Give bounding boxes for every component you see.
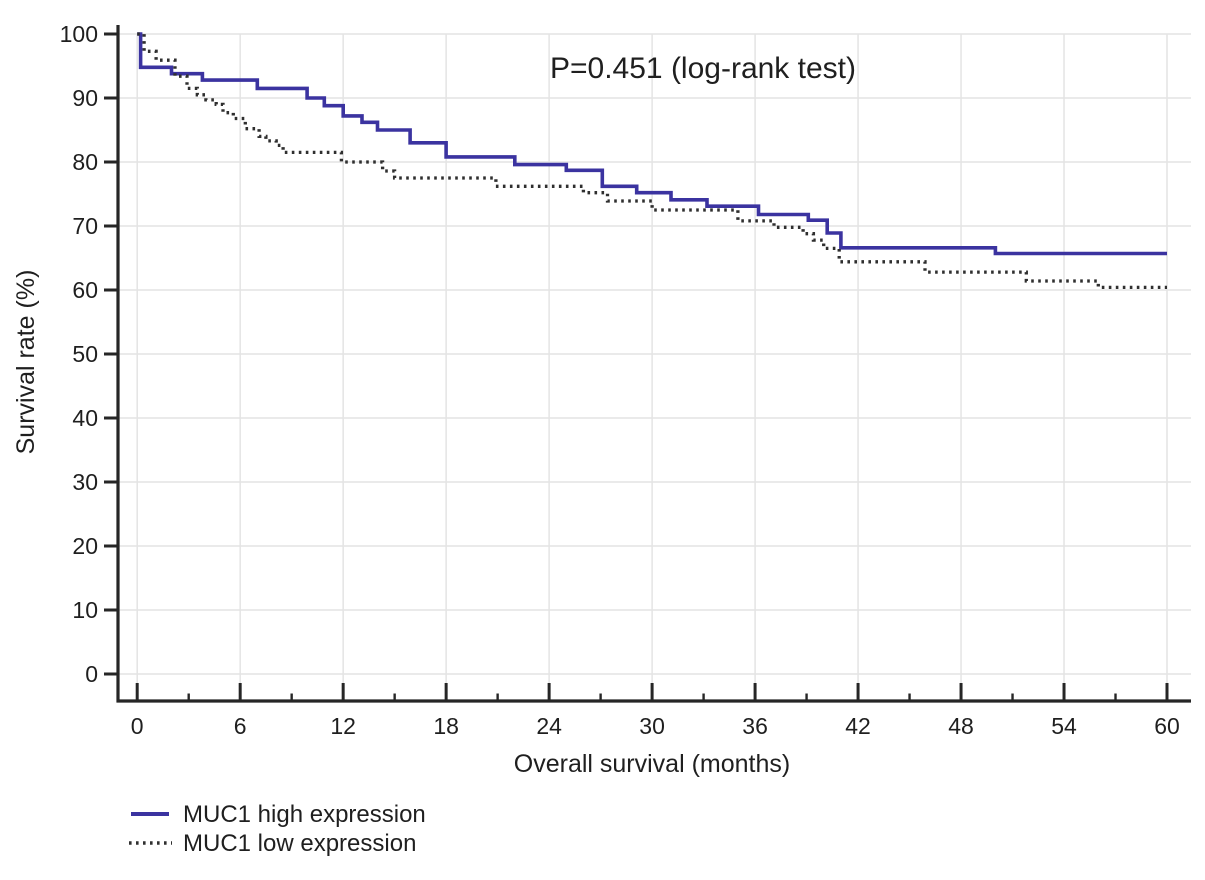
legend-label-high: MUC1 high expression <box>183 801 426 828</box>
y-axis-title: Survival rate (%) <box>12 270 40 455</box>
axes <box>116 25 1191 703</box>
y-tick-label: 80 <box>72 149 98 175</box>
x-tick-label: 36 <box>742 713 768 739</box>
legend: MUC1 high expression MUC1 low expression <box>129 801 426 857</box>
curve-muc1-low-expression <box>137 32 1167 290</box>
y-tick-label: 70 <box>72 213 98 239</box>
axis-ticks <box>104 32 1169 701</box>
tick-labels: 0 10 20 30 40 50 60 70 80 90 100 0 6 12 18 24 30 36 42 48 54… <box>60 21 1180 739</box>
y-tick-label: 30 <box>72 469 98 495</box>
y-tick-label: 60 <box>72 277 98 303</box>
x-tick-label: 0 <box>131 713 144 739</box>
y-tick-label: 0 <box>85 661 98 687</box>
x-tick-label: 6 <box>234 713 247 739</box>
x-tick-label: 24 <box>536 713 562 739</box>
gridlines <box>118 33 1191 701</box>
y-tick-label: 40 <box>72 405 98 431</box>
curve-muc1-high-expression <box>137 32 1167 256</box>
y-tick-label: 20 <box>72 533 98 559</box>
x-tick-label: 48 <box>948 713 974 739</box>
y-tick-label: 90 <box>72 85 98 111</box>
x-tick-label: 30 <box>639 713 665 739</box>
x-tick-label: 54 <box>1051 713 1077 739</box>
p-value-annotation: P=0.451 (log-rank test) <box>550 52 856 85</box>
x-axis-title: Overall survival (months) <box>514 750 790 778</box>
survival-curves <box>137 32 1167 290</box>
y-tick-label: 100 <box>60 21 98 47</box>
legend-label-low: MUC1 low expression <box>183 830 416 857</box>
x-tick-label: 18 <box>433 713 459 739</box>
y-tick-label: 10 <box>72 597 98 623</box>
y-tick-label: 50 <box>72 341 98 367</box>
x-tick-label: 60 <box>1154 713 1180 739</box>
x-tick-label: 42 <box>845 713 871 739</box>
x-tick-label: 12 <box>330 713 356 739</box>
